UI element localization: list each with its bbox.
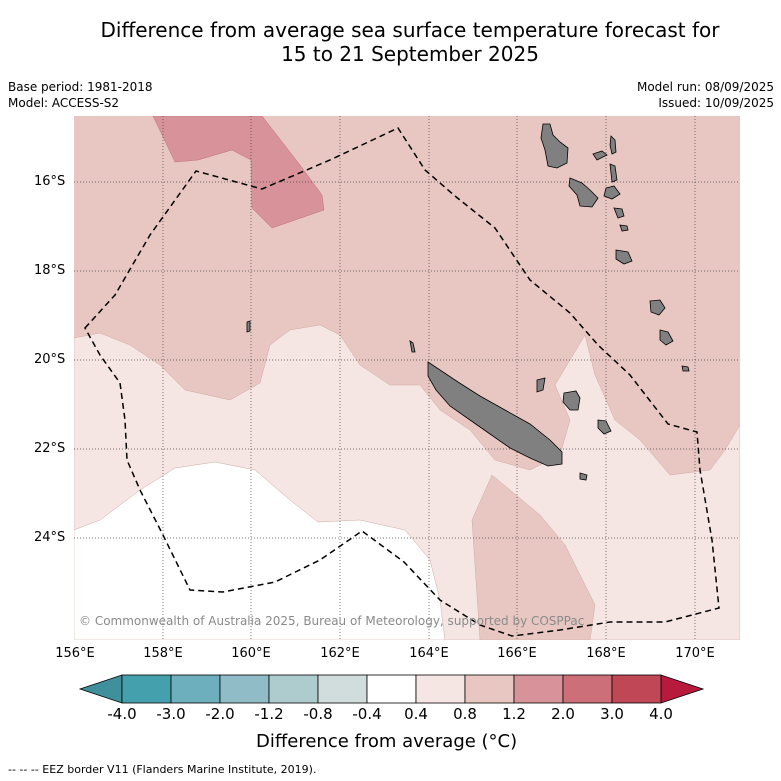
colorbar-segment	[366, 674, 417, 704]
colorbar-segment	[611, 674, 662, 704]
lon-label: 166°E	[497, 646, 537, 661]
chart-title: Difference from average sea surface temp…	[0, 18, 781, 66]
title-line-2: 15 to 21 September 2025	[281, 42, 539, 66]
colorbar-segment	[170, 674, 221, 704]
lon-label: 162°E	[320, 646, 360, 661]
title-line-1: Difference from average sea surface temp…	[100, 18, 720, 42]
lat-label: 24°S	[34, 530, 66, 545]
colorbar-over-triangle	[660, 674, 705, 704]
vanuatu	[540, 123, 569, 169]
lon-label: 168°E	[586, 646, 626, 661]
eez-border	[84, 127, 720, 637]
meta-left: Base period: 1981-2018 Model: ACCESS-S2	[8, 79, 153, 111]
base-period: Base period: 1981-2018	[8, 80, 153, 94]
lat-label: 22°S	[34, 441, 66, 456]
colorbar-tick-label: 0.4	[404, 705, 428, 723]
lon-label: 170°E	[675, 646, 715, 661]
new-caledonia	[427, 361, 563, 467]
grid-lines	[74, 116, 740, 640]
colorbar-segment	[317, 674, 368, 704]
colorbar-segments	[121, 674, 662, 704]
copyright-notice: © Commonwealth of Australia 2025, Bureau…	[79, 614, 585, 628]
colorbar-tick-label: 3.0	[600, 705, 624, 723]
colorbar-tick-label: -3.0	[156, 705, 186, 723]
colorbar-title: Difference from average (°C)	[256, 731, 518, 752]
lon-label: 164°E	[409, 646, 449, 661]
region-anomaly-neutral	[74, 461, 446, 640]
colorbar-tick-label: -0.8	[303, 705, 333, 723]
meta-right: Model run: 08/09/2025 Issued: 10/09/2025	[637, 79, 774, 111]
colorbar-tick-label: 2.0	[551, 705, 575, 723]
lat-label: 18°S	[34, 263, 66, 278]
issued-date: Issued: 10/09/2025	[658, 96, 774, 110]
lat-label: 20°S	[34, 352, 66, 367]
colorbar-segment	[415, 674, 466, 704]
colorbar-tick-label: 4.0	[649, 705, 673, 723]
model-run: Model run: 08/09/2025	[636, 80, 774, 94]
lon-label: 158°E	[143, 646, 183, 661]
colorbar-segment	[513, 674, 564, 704]
colorbar-tick-label: -1.2	[254, 705, 284, 723]
colorbar-tick-label: 0.8	[453, 705, 477, 723]
lon-label: 160°E	[231, 646, 271, 661]
lat-label: 16°S	[34, 174, 66, 189]
lon-label: 156°E	[55, 646, 95, 661]
eez-legend-note: -- -- -- EEZ border V11 (Flanders Marine…	[8, 763, 317, 776]
colorbar-tick-label: -0.4	[352, 705, 382, 723]
colorbar-segment	[219, 674, 270, 704]
colorbar-segment	[121, 674, 172, 704]
region-anomaly-0.8-1.2-south	[471, 474, 596, 640]
colorbar-tick-label: 1.2	[502, 705, 526, 723]
colorbar-tick-label: -4.0	[107, 705, 137, 723]
colorbar-under-triangle	[78, 674, 123, 704]
colorbar-segment	[464, 674, 515, 704]
region-anomaly-1.2-2.0	[152, 116, 325, 229]
colorbar-tick-label: -2.0	[205, 705, 235, 723]
loyalty-islands	[562, 390, 581, 411]
colorbar-segment	[562, 674, 613, 704]
model-name: Model: ACCESS-S2	[8, 96, 120, 110]
land-masses	[246, 123, 690, 481]
colorbar-segment	[268, 674, 319, 704]
